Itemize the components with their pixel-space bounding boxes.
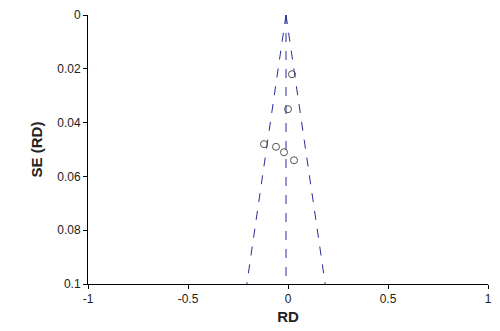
svg-text:0.06: 0.06 <box>57 170 81 184</box>
svg-text:0: 0 <box>285 292 292 306</box>
svg-text:0.08: 0.08 <box>57 223 81 237</box>
svg-text:0.1: 0.1 <box>64 277 81 291</box>
svg-text:0.02: 0.02 <box>57 62 81 76</box>
svg-text:SE (RD): SE (RD) <box>28 122 45 178</box>
svg-text:-1: -1 <box>83 292 94 306</box>
svg-text:0.04: 0.04 <box>57 116 81 130</box>
svg-text:-0.5: -0.5 <box>178 292 199 306</box>
svg-text:1: 1 <box>485 292 492 306</box>
svg-text:0: 0 <box>74 8 81 22</box>
svg-text:0.5: 0.5 <box>380 292 397 306</box>
svg-text:RD: RD <box>277 308 299 325</box>
